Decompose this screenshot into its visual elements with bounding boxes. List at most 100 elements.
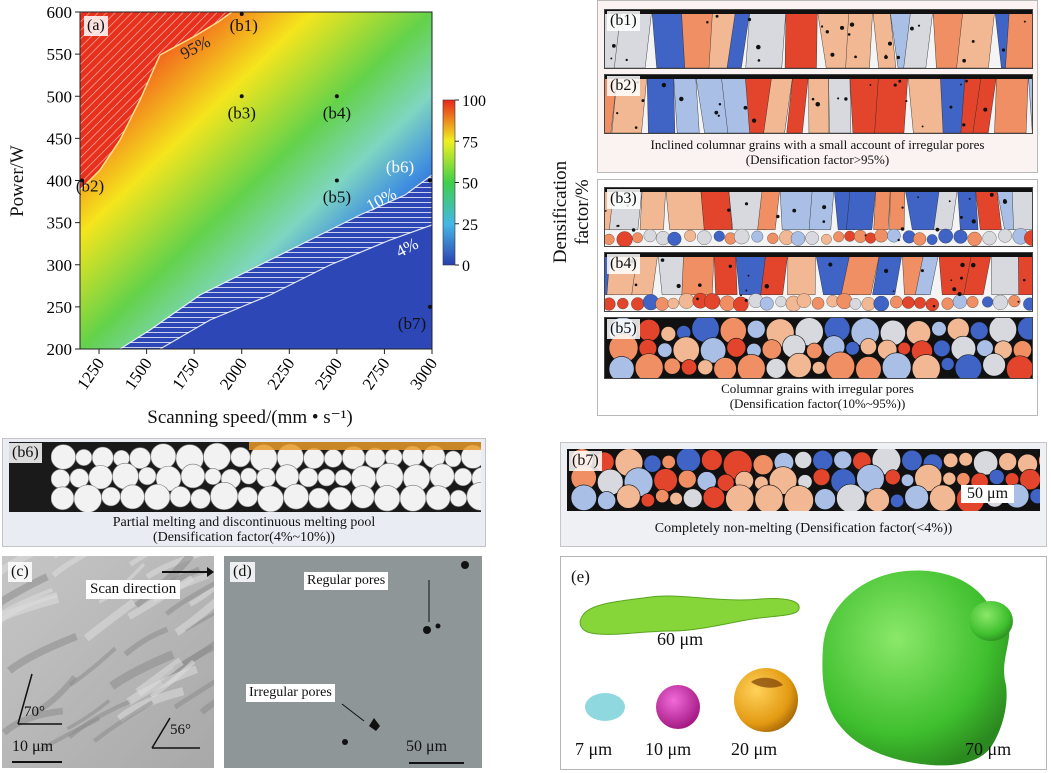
pore-70um [822,570,1010,766]
panel-b6: (b6) Partial melting and discontinuous m… [2,438,486,547]
grain-map-b1 [605,10,1032,68]
angle-70-label: 70° [24,704,45,720]
x-tick-label: 3000 [406,354,441,393]
group-b3-b5: (b3) (b4) (b5) Columnar grains with irre… [597,179,1038,416]
scan-direction-label: Scan direction [86,580,181,599]
label-b4: (b4) [607,254,640,274]
colorbar-ticks: 0 25 50 75 100 [455,93,486,275]
regular-pores-label: Regular pores [304,572,389,590]
label-b5: (b5) [607,319,640,339]
point-label: (b2) [76,177,104,196]
point-label: (b6) [386,158,414,177]
colorbar [442,99,456,266]
irregular-pores-label: Irregular pores [246,684,335,702]
caption-b3-b5-line1: Columnar grains with irregular pores [721,381,914,396]
y-tick-label: 400 [47,172,73,191]
size-10um: 10 μm [645,739,692,759]
colorbar-axis-label: Densification factor/% [550,160,593,264]
label-b2: (b2) [607,76,640,96]
micrograph-b5 [604,317,1033,379]
label-b3: (b3) [607,189,640,209]
y-axis: 200 250 300 350 400 450 500 550 600 [47,3,80,359]
micrograph-b3 [604,187,1033,247]
grain-map-b4 [605,253,1032,311]
group-b1-b2: (b1) (b2) Inclined columnar grains with … [597,0,1038,173]
caption-b7: Completely non-melting (Densification fa… [654,521,953,536]
y-tick-label: 300 [47,256,73,275]
data-points: (b1) (b2) (b3) (b4) (b5) (b6) (b7) [76,12,432,333]
colorbar-tick-label: 0 [462,258,470,275]
point-marker [334,178,339,183]
x-tick-label: 2750 [359,354,394,393]
x-axis: 1250 1500 1750 2000 2250 2500 2750 3000 [73,349,441,393]
pore-20um [734,668,798,732]
size-7um: 7 μm [575,739,613,759]
point-marker [428,178,432,183]
y-tick-label: 600 [47,3,73,22]
caption-b1-b2: Inclined columnar grains with a small ac… [598,137,1037,167]
x-axis-label: Scanning speed/(mm • s⁻¹) [147,407,353,428]
x-tick-label: 1500 [121,354,156,393]
micrograph-b2 [604,74,1033,134]
caption-b3-b5-line2: (Densification factor(10%~95%)) [729,396,906,411]
x-tick-label: 1250 [73,354,108,393]
caption-b6: Partial melting and discontinuous meltin… [3,515,485,545]
point-marker [428,304,432,309]
point-label: (b5) [323,188,351,207]
scale-b7-text: 50 μm [967,485,1009,502]
pore-renderings [579,570,1013,766]
pore-10um [656,685,700,729]
label-d: (d) [230,562,255,582]
pore-60um [579,595,800,635]
caption-b3-b5: Columnar grains with irregular pores (De… [598,381,1037,411]
grain-map-b5 [605,318,1032,378]
point-marker [239,12,244,16]
y-tick-label: 500 [47,87,73,106]
caption-b1-b2-line1: Inclined columnar grains with a small ac… [650,137,985,152]
y-tick-label: 200 [47,340,73,359]
y-tick-label: 550 [47,45,73,64]
colorbar-tick-label: 100 [462,93,486,110]
caption-b6-line1: Partial melting and discontinuous meltin… [112,515,376,530]
colorbar-tick-label: 50 [462,176,478,193]
label-b6: (b6) [9,443,42,463]
x-tick-label: 1750 [168,354,203,393]
panel-c: (c) Scan direction 70° 56° 10 μm [2,556,214,768]
label-b7: (b7) [569,451,602,471]
caption-b1-b2-line2: (Densification factor>95%) [745,152,890,167]
particle-map-b6 [49,442,481,512]
grain-map-b3 [605,188,1032,246]
label-b1: (b1) [607,11,640,31]
scale-d: 50 μm [406,738,448,755]
colorbar-tick-label: 25 [462,217,478,234]
y-tick-label: 350 [47,214,73,233]
panel-a-label: (a) [84,16,108,36]
micrograph-d [224,556,482,768]
micrograph-b4 [604,252,1033,312]
x-tick-label: 2500 [311,354,346,393]
point-marker [239,94,244,99]
pore-7um [585,693,625,721]
point-label: (b7) [398,314,426,333]
x-tick-label: 2250 [264,354,299,393]
micrograph-b6 [49,442,481,512]
y-axis-label: Power/W [7,145,28,217]
point-label: (b4) [323,103,351,122]
size-70um: 70 μm [965,739,1012,759]
y-tick-label: 450 [47,129,73,148]
point-marker [334,94,339,99]
grain-map-b2 [605,75,1032,133]
caption-b6-line2: (Densification factor(4%~10%)) [152,530,336,545]
y-tick-label: 250 [47,298,73,317]
panel-e: (e) 60 μm 7 μm 10 μm 20 μm 70 μm [560,556,1047,770]
point-marker [80,178,84,183]
panel-b7: (b7) 50 μm Completely non-melting (Densi… [560,442,1047,547]
label-e: (e) [571,567,590,586]
point-label: (b1) [230,16,258,35]
scale-b7: 50 μm [961,485,1015,503]
x-tick-label: 2000 [216,354,251,393]
point-label: (b3) [228,103,256,122]
colorbar-tick-label: 75 [462,134,478,151]
size-20um: 20 μm [731,739,778,759]
